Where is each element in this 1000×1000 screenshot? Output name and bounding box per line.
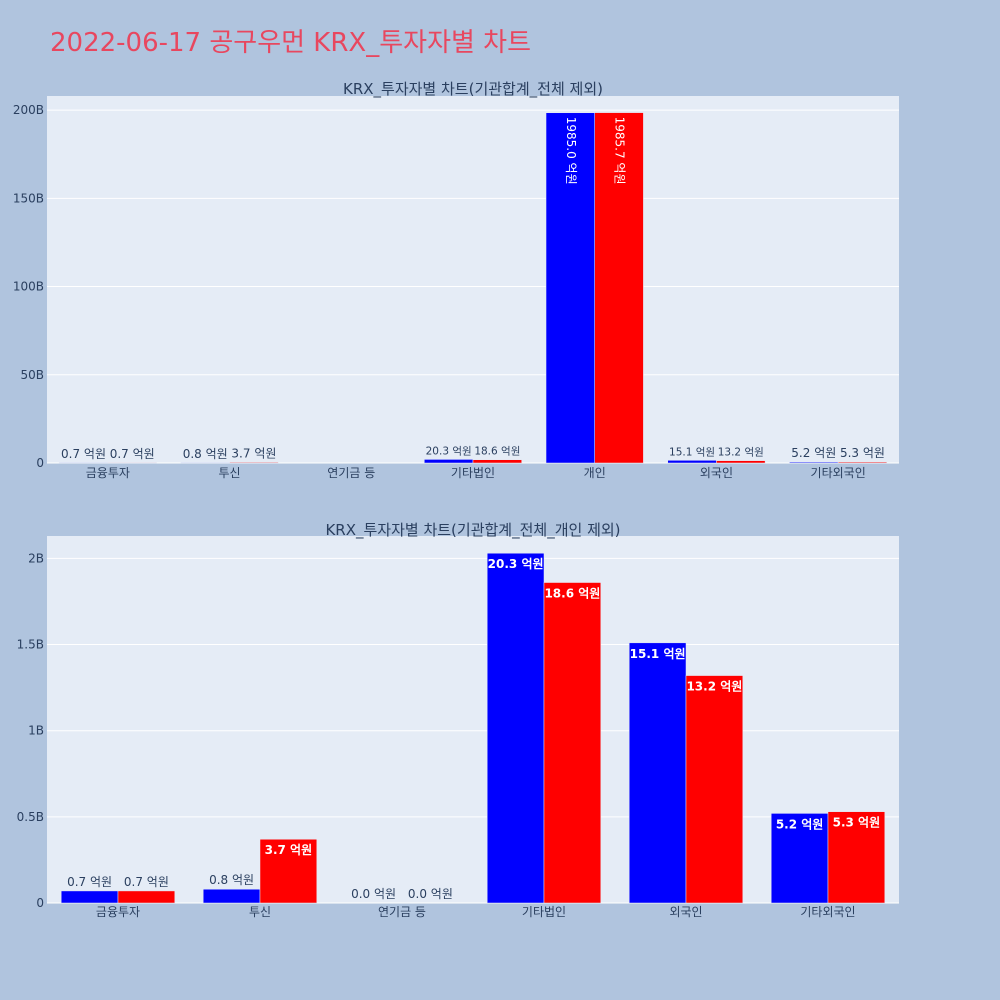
bar [667,460,717,464]
category-label: 기타외국인 [800,905,855,919]
bar-value-label: 3.7 억원 [231,446,276,460]
category-label: 연기금 등 [327,466,375,480]
bar-value-label: 0.7 억원 [61,447,106,461]
y-tick-label: 2B [28,551,44,565]
bar [424,459,474,464]
category-label: 기타법인 [451,466,495,480]
bar-value-label: 1985.7 억원 [613,117,627,185]
category-label: 금융투자 [86,466,130,480]
chart-1: 0 50B 100B 150B 200B KRX_투자자별 차트(기관합계_전체 제외) 금… [13,80,899,480]
plot-area [47,536,899,903]
y-tick-label: 1B [28,724,44,738]
bar [545,112,595,464]
bar-value-label: 5.3 억원 [833,816,881,830]
category-label: 투신 [249,905,271,919]
y-tick-label: 150B [13,191,44,205]
category-label: 기타법인 [522,905,566,919]
bar-value-label: 1985.0 억원 [564,117,578,185]
y-tick-label: 1.5B [17,638,44,652]
bar-value-label: 0.7 억원 [67,875,112,889]
bar-value-label: 15.1 억원 [630,647,686,661]
y-tick-label: 0.5B [17,810,44,824]
category-label: 개인 [584,466,606,480]
bar [543,582,602,904]
bar [472,459,522,464]
y-tick-label: 0 [36,896,44,910]
bar [229,462,279,464]
bar [716,460,766,464]
bar-value-label: 0.0 억원 [351,887,396,901]
chart-2: 0 0.5B 1B 1.5B 2B KRX_투자자별 차트(기관합계_전체_개인 제외) 금… [17,521,899,919]
bar [259,838,318,904]
bar [837,461,888,464]
chart-title: KRX_투자자별 차트(기관합계_전체 제외) [343,80,603,99]
bar-value-label: 0.7 억원 [110,447,155,461]
bar-value-label: 3.7 억원 [265,843,313,857]
bar-value-label: 15.1 억원 [669,446,715,458]
page-title: 2022-06-17 공구우먼 KRX_투자자별 차트 [50,28,532,58]
y-tick-label: 50B [20,368,44,382]
bar-value-label: 20.3 억원 [488,557,544,571]
category-label: 금융투자 [96,905,140,919]
bar-value-label: 13.2 억원 [686,680,742,694]
y-tick-label: 200B [13,103,44,117]
bar [60,890,119,904]
bar-value-label: 5.2 억원 [791,446,836,460]
chart-title: KRX_투자자별 차트(기관합계_전체_개인 제외) [325,521,620,540]
bar-value-label: 0.8 억원 [209,873,254,887]
bar [628,642,687,904]
bar-value-label: 0.0 억원 [408,887,453,901]
bar [789,461,839,464]
bar [202,888,261,904]
y-tick-label: 0 [36,456,44,470]
plot-area [47,96,899,463]
bar [685,675,744,904]
bar-value-label: 0.7 억원 [124,875,169,889]
bar-value-label: 18.6 억원 [474,446,520,458]
bar [486,552,545,904]
category-label: 연기금 등 [378,905,426,919]
bar-value-label: 20.3 억원 [426,445,472,457]
bar-value-label: 18.6 억원 [544,587,600,601]
category-label: 외국인 [669,905,702,919]
category-label: 투신 [219,466,241,480]
bar-value-label: 5.2 억원 [776,817,824,831]
category-label: 외국인 [700,466,733,480]
bar-value-label: 13.2 억원 [718,447,764,459]
bar-value-label: 0.8 억원 [183,447,228,461]
y-tick-label: 100B [13,280,44,294]
bar [117,890,176,904]
category-label: 기타외국인 [811,466,866,480]
bar [594,112,644,464]
bar-value-label: 5.3 억원 [840,446,885,460]
bar [770,813,829,904]
bar [827,811,886,904]
